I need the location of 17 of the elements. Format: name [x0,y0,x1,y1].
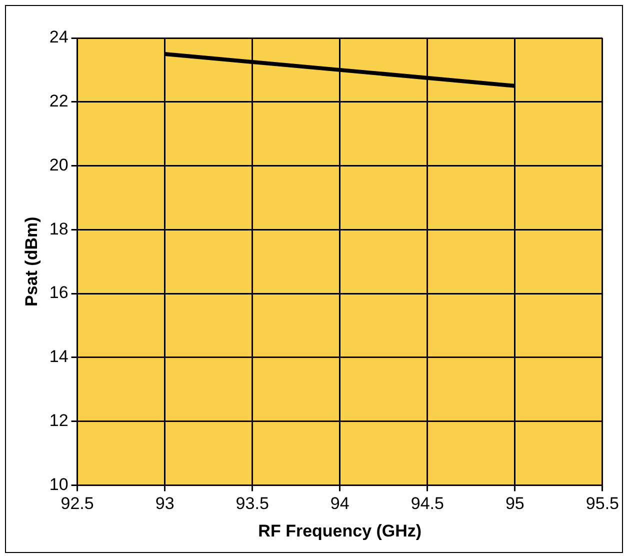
y-tick-label: 12 [49,411,68,430]
y-tick-label: 18 [49,219,68,238]
x-tick-label: 94.5 [410,494,444,514]
x-tick-label: 93.5 [236,494,269,514]
x-tick-label: 93 [155,494,174,514]
x-tick-label: 94 [330,494,350,514]
y-tick-label: 10 [49,474,68,494]
x-axis-title: RF Frequency (GHz) [258,521,422,540]
y-tick-label: 14 [49,347,68,366]
y-tick-label: 24 [49,28,68,47]
x-tick-label: 92.5 [60,494,94,514]
x-tick-label: 95 [505,494,524,514]
y-tick-label: 20 [49,155,68,174]
y-tick-label: 16 [49,283,68,302]
y-axis-title: Psat (dBm) [22,216,41,306]
y-tick-label: 22 [49,92,68,111]
x-tick-label: 95.5 [586,494,620,514]
